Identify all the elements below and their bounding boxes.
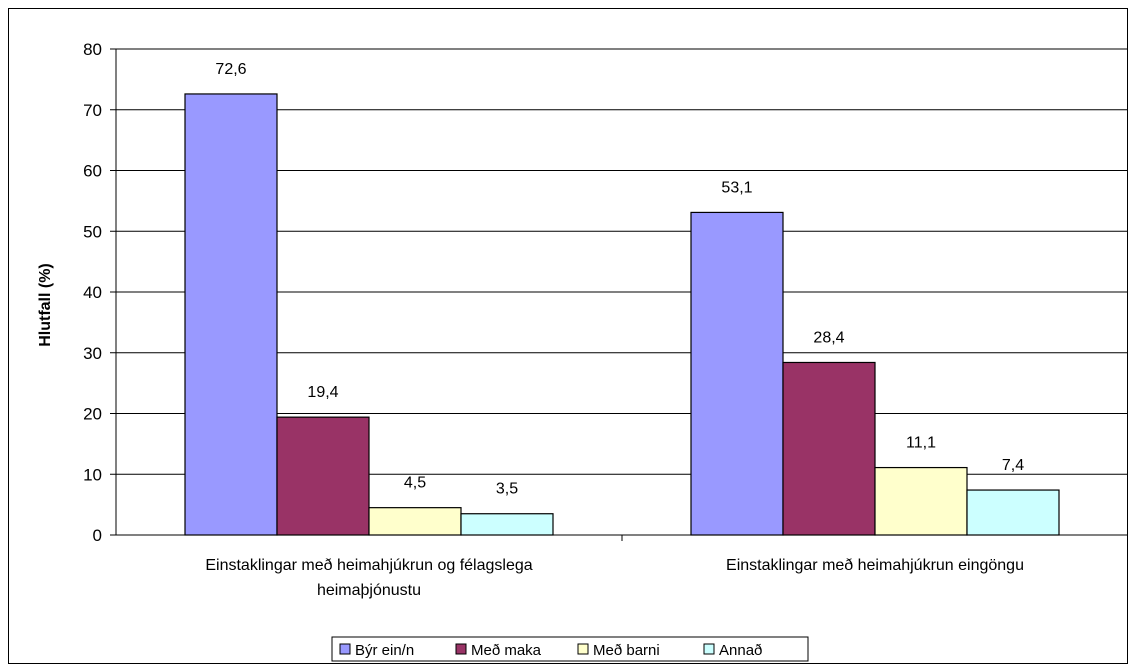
- bar: [966, 489, 1060, 536]
- y-tick-label: 0: [93, 526, 102, 545]
- x-tick-label: Einstaklingar með heimahjúkrun eingöngu: [726, 557, 1024, 574]
- bar: [782, 361, 876, 536]
- x-tick-label: heimaþjónustu: [317, 582, 421, 599]
- data-label: 28,4: [813, 329, 844, 346]
- legend-swatch: [339, 643, 351, 655]
- data-label: 53,1: [721, 179, 752, 196]
- bar: [368, 507, 462, 536]
- y-tick-label: 70: [83, 101, 102, 120]
- legend-swatch: [455, 643, 467, 655]
- y-tick-label: 50: [83, 222, 102, 241]
- y-tick-label: 40: [83, 283, 102, 302]
- y-tick-label: 30: [83, 344, 102, 363]
- y-axis-label: Hlutfall (%): [37, 263, 54, 347]
- data-label: 7,4: [1002, 457, 1024, 474]
- bar: [460, 513, 554, 536]
- data-label: 4,5: [404, 475, 426, 492]
- legend-box: [331, 636, 809, 662]
- bar: [184, 93, 278, 536]
- data-label: 19,4: [307, 384, 338, 401]
- bar: [874, 466, 968, 536]
- legend-swatch: [703, 643, 715, 655]
- bar: [690, 211, 784, 536]
- y-tick-label: 60: [83, 162, 102, 181]
- x-tick-label: Einstaklingar með heimahjúkrun og félags…: [205, 557, 532, 574]
- data-label: 3,5: [496, 481, 518, 498]
- legend-swatch: [577, 643, 589, 655]
- y-tick-label: 80: [83, 40, 102, 59]
- y-tick-label: 20: [83, 405, 102, 424]
- legend-label: Með barni: [593, 642, 660, 659]
- y-tick-label: 10: [83, 465, 102, 484]
- legend-label: Með maka: [471, 642, 542, 659]
- legend-label: Annað: [719, 642, 762, 659]
- legend-label: Býr ein/n: [355, 642, 414, 659]
- data-label: 11,1: [906, 435, 936, 452]
- bar: [276, 416, 370, 536]
- data-label: 72,6: [215, 61, 246, 78]
